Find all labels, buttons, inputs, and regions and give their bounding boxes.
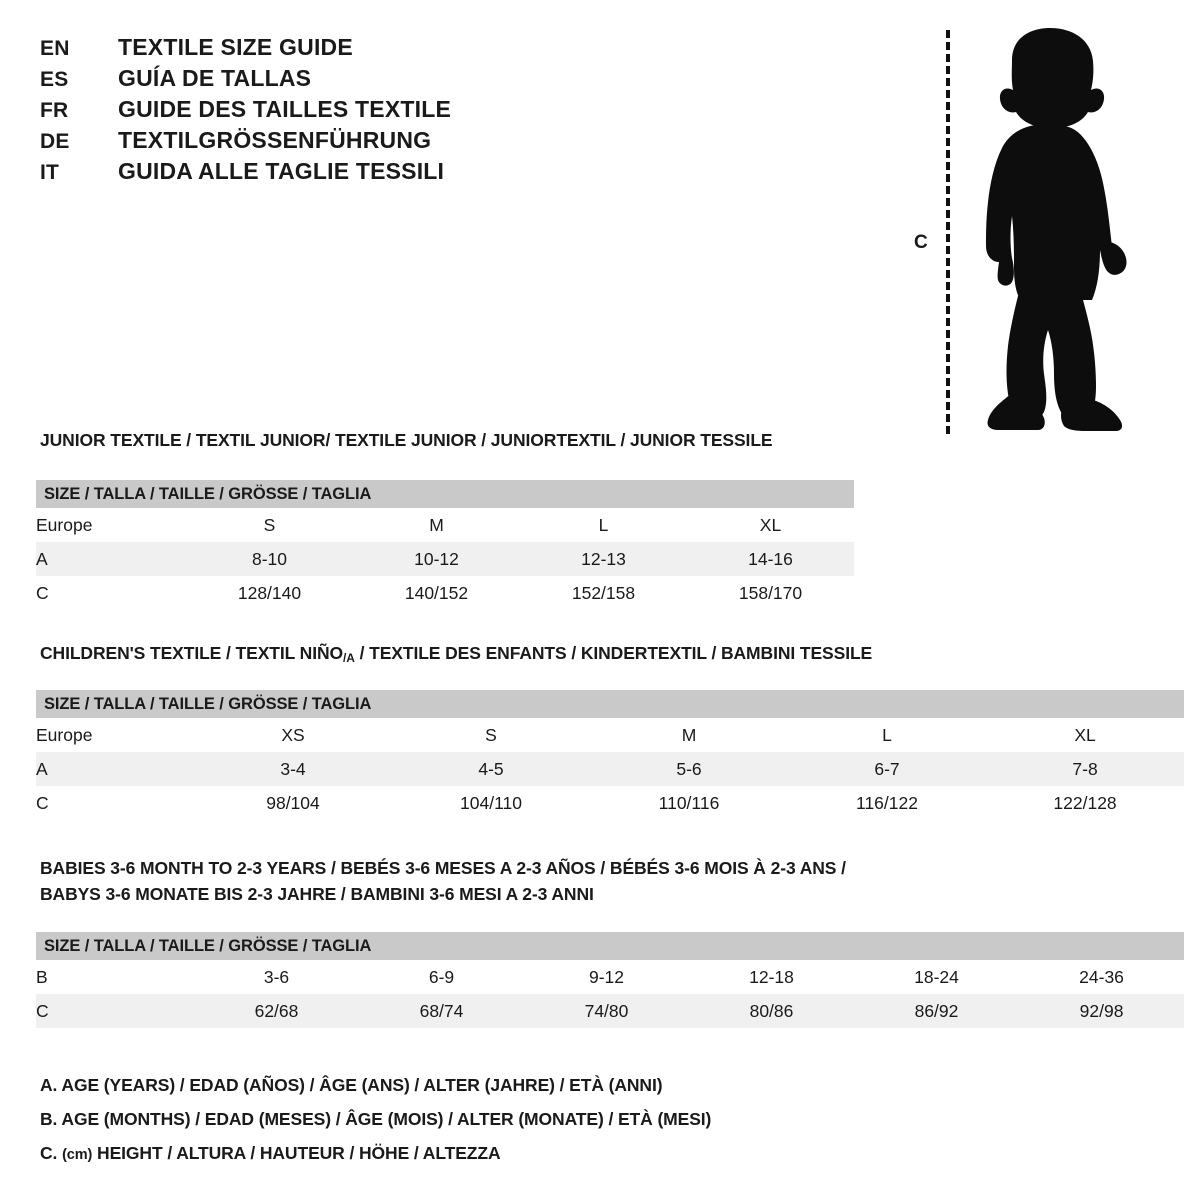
table-row: Europe S M L XL	[36, 508, 855, 542]
children-row-europe-label: Europe	[36, 718, 194, 752]
babies-bar-label: SIZE / TALLA / TAILLE / GRÖSSE / TAGLIA	[36, 932, 1185, 960]
table-row: B 3-6 6-9 9-12 12-18 18-24 24-36	[36, 960, 1185, 994]
children-row-europe-v3: L	[788, 718, 986, 752]
title-row-de: DE TEXTILGRÖSSENFÜHRUNG	[40, 125, 600, 156]
children-row-c-v2: 110/116	[590, 786, 788, 820]
junior-row-c-v1: 140/152	[353, 576, 520, 610]
children-row-europe-v1: S	[392, 718, 590, 752]
children-row-europe-v4: XL	[986, 718, 1185, 752]
title-block: EN TEXTILE SIZE GUIDE ES GUÍA DE TALLAS …	[40, 32, 600, 187]
legend-block: A. AGE (YEARS) / EDAD (AÑOS) / ÂGE (ANS)…	[40, 1068, 940, 1172]
table-row: A 8-10 10-12 12-13 14-16	[36, 542, 855, 576]
measure-label-c: C	[914, 232, 928, 253]
section-heading-babies-line2: BABYS 3-6 MONATE BIS 2-3 JAHRE / BAMBINI…	[40, 884, 594, 904]
table-row: Europe XS S M L XL	[36, 718, 1185, 752]
language-code-es: ES	[40, 68, 69, 91]
section-heading-children: CHILDREN'S TEXTILE / TEXTIL NIÑO/A / TEX…	[40, 643, 872, 665]
junior-row-europe-v1: M	[353, 508, 520, 542]
title-text-es: GUÍA DE TALLAS	[118, 65, 312, 91]
children-row-europe-v0: XS	[194, 718, 392, 752]
children-row-c-label: C	[36, 786, 194, 820]
children-row-c-v3: 116/122	[788, 786, 986, 820]
height-figure: C	[900, 14, 1160, 434]
babies-row-c-v4: 86/92	[854, 994, 1019, 1028]
title-text-fr: GUIDE DES TAILLES TEXTILE	[118, 96, 451, 122]
title-text-de: TEXTILGRÖSSENFÜHRUNG	[118, 127, 432, 153]
children-row-c-v4: 122/128	[986, 786, 1185, 820]
table-row: C 98/104 104/110 110/116 116/122 122/128	[36, 786, 1185, 820]
children-bar-label: SIZE / TALLA / TAILLE / GRÖSSE / TAGLIA	[36, 690, 1185, 718]
junior-bar-label: SIZE / TALLA / TAILLE / GRÖSSE / TAGLIA	[36, 480, 855, 508]
babies-row-b-v0: 3-6	[194, 960, 359, 994]
babies-row-c-v0: 62/68	[194, 994, 359, 1028]
children-table-bar-row: SIZE / TALLA / TAILLE / GRÖSSE / TAGLIA	[36, 690, 1185, 718]
legend-line-b: B. AGE (MONTHS) / EDAD (MESES) / ÂGE (MO…	[40, 1109, 712, 1129]
children-heading-sub: /A	[343, 651, 355, 665]
legend-line-c-pre: C.	[40, 1143, 63, 1163]
babies-row-b-v5: 24-36	[1019, 960, 1185, 994]
junior-row-a-v3: 14-16	[687, 542, 855, 576]
junior-row-europe-v0: S	[186, 508, 353, 542]
junior-row-a-v0: 8-10	[186, 542, 353, 576]
title-text-en: TEXTILE SIZE GUIDE	[118, 34, 353, 60]
junior-row-europe-label: Europe	[36, 508, 186, 542]
title-row-es: ES GUÍA DE TALLAS	[40, 63, 600, 94]
children-size-table: SIZE / TALLA / TAILLE / GRÖSSE / TAGLIA …	[36, 690, 1185, 820]
babies-row-c-label: C	[36, 994, 194, 1028]
junior-row-a-label: A	[36, 542, 186, 576]
junior-row-a-v2: 12-13	[520, 542, 687, 576]
height-dashed-line	[946, 30, 950, 434]
children-heading-pre: CHILDREN'S TEXTILE / TEXTIL NIÑO	[40, 643, 344, 663]
children-row-a-v4: 7-8	[986, 752, 1185, 786]
language-code-en: EN	[40, 37, 70, 60]
language-code-fr: FR	[40, 99, 69, 122]
table-row: C 128/140 140/152 152/158 158/170	[36, 576, 855, 610]
children-heading-post: / TEXTILE DES ENFANTS / KINDERTEXTIL / B…	[354, 643, 873, 663]
junior-row-c-v3: 158/170	[687, 576, 855, 610]
junior-row-a-v1: 10-12	[353, 542, 520, 576]
table-row: A 3-4 4-5 5-6 6-7 7-8	[36, 752, 1185, 786]
children-row-a-v1: 4-5	[392, 752, 590, 786]
title-row-fr: FR GUIDE DES TAILLES TEXTILE	[40, 94, 600, 125]
babies-row-b-v4: 18-24	[854, 960, 1019, 994]
babies-row-c-v3: 80/86	[689, 994, 854, 1028]
junior-row-c-label: C	[36, 576, 186, 610]
junior-table-bar-row: SIZE / TALLA / TAILLE / GRÖSSE / TAGLIA	[36, 480, 855, 508]
babies-row-b-v2: 9-12	[524, 960, 689, 994]
babies-size-table: SIZE / TALLA / TAILLE / GRÖSSE / TAGLIA …	[36, 932, 1185, 1028]
children-row-c-v1: 104/110	[392, 786, 590, 820]
babies-row-b-v1: 6-9	[359, 960, 524, 994]
babies-row-b-label: B	[36, 960, 194, 994]
babies-row-c-v1: 68/74	[359, 994, 524, 1028]
language-code-de: DE	[40, 130, 70, 153]
babies-row-c-v5: 92/98	[1019, 994, 1185, 1028]
children-row-europe-v2: M	[590, 718, 788, 752]
babies-row-c-v2: 74/80	[524, 994, 689, 1028]
table-row: C 62/68 68/74 74/80 80/86 86/92 92/98	[36, 994, 1185, 1028]
babies-table-bar-row: SIZE / TALLA / TAILLE / GRÖSSE / TAGLIA	[36, 932, 1185, 960]
legend-line-c-unit: (cm)	[62, 1147, 93, 1163]
children-row-a-v2: 5-6	[590, 752, 788, 786]
children-row-a-label: A	[36, 752, 194, 786]
legend-line-c: C. (cm) HEIGHT / ALTURA / HAUTEUR / HÖHE…	[40, 1136, 940, 1172]
junior-row-c-v0: 128/140	[186, 576, 353, 610]
junior-size-table: SIZE / TALLA / TAILLE / GRÖSSE / TAGLIA …	[36, 480, 855, 610]
title-text-it: GUIDA ALLE TAGLIE TESSILI	[118, 158, 445, 184]
title-row-en: EN TEXTILE SIZE GUIDE	[40, 32, 600, 63]
children-row-a-v3: 6-7	[788, 752, 986, 786]
toddler-silhouette-icon	[952, 24, 1152, 439]
title-row-it: IT GUIDA ALLE TAGLIE TESSILI	[40, 156, 600, 187]
junior-row-c-v2: 152/158	[520, 576, 687, 610]
babies-row-b-v3: 12-18	[689, 960, 854, 994]
section-heading-junior: JUNIOR TEXTILE / TEXTIL JUNIOR/ TEXTILE …	[40, 430, 773, 450]
junior-row-europe-v3: XL	[687, 508, 855, 542]
section-heading-babies-line1: BABIES 3-6 MONTH TO 2-3 YEARS / BEBÉS 3-…	[40, 858, 846, 878]
legend-line-c-post: HEIGHT / ALTURA / HAUTEUR / HÖHE / ALTEZ…	[92, 1143, 501, 1163]
children-row-a-v0: 3-4	[194, 752, 392, 786]
language-code-it: IT	[40, 161, 60, 184]
children-row-c-v0: 98/104	[194, 786, 392, 820]
junior-row-europe-v2: L	[520, 508, 687, 542]
legend-line-a: A. AGE (YEARS) / EDAD (AÑOS) / ÂGE (ANS)…	[40, 1075, 663, 1095]
